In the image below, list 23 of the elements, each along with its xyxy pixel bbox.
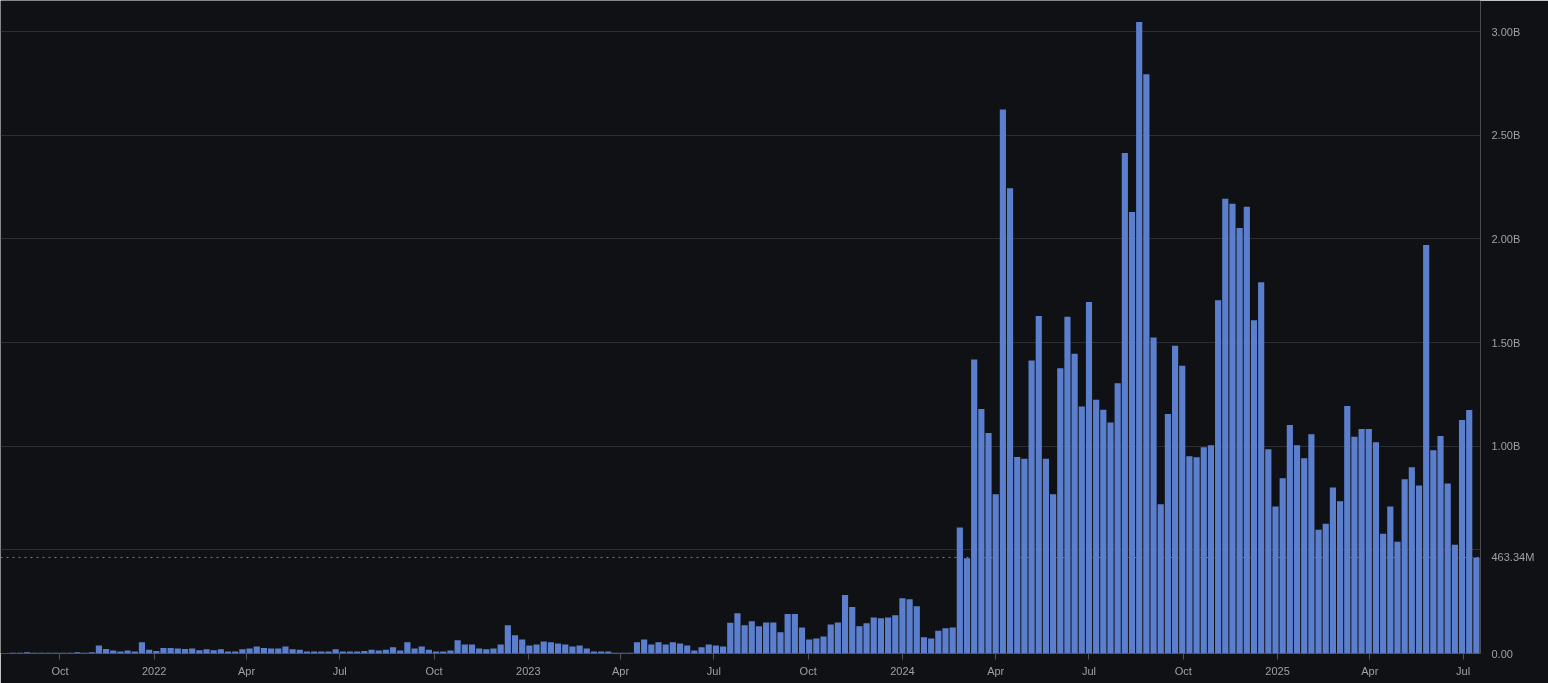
y-tick-label: 2.00B	[1491, 232, 1521, 245]
y-tick-label: 0.00	[1491, 647, 1513, 660]
y-tick-label: 3.00B	[1491, 25, 1521, 38]
x-tick-label: 2023	[516, 664, 541, 677]
x-tick-label: Jul	[706, 664, 721, 677]
x-tick-label: Jul	[1456, 664, 1471, 677]
x-tick-label: Apr	[237, 664, 256, 677]
x-tick-label: Jul	[332, 664, 347, 677]
y-tick-label: 1.50B	[1491, 336, 1521, 349]
x-tick-label: 2025	[1265, 664, 1290, 677]
x-tick-label: Jul	[1081, 664, 1097, 677]
x-tick-label: Apr	[1361, 664, 1379, 677]
x-tick-label: Oct	[51, 664, 69, 677]
x-tick-label: Oct	[799, 664, 817, 677]
x-tick-label: 2022	[142, 664, 167, 677]
ref-line-label: 463.34M	[1491, 551, 1535, 564]
y-tick-label: 2.50B	[1491, 129, 1521, 142]
x-tick-label: Oct	[1174, 664, 1192, 677]
y-tick-label: 1.00B	[1491, 440, 1521, 453]
x-tick-label: 2024	[890, 664, 915, 677]
x-tick-label: Apr	[987, 664, 1005, 677]
x-tick-label: Apr	[612, 664, 630, 677]
x-tick-label: Oct	[425, 664, 443, 677]
